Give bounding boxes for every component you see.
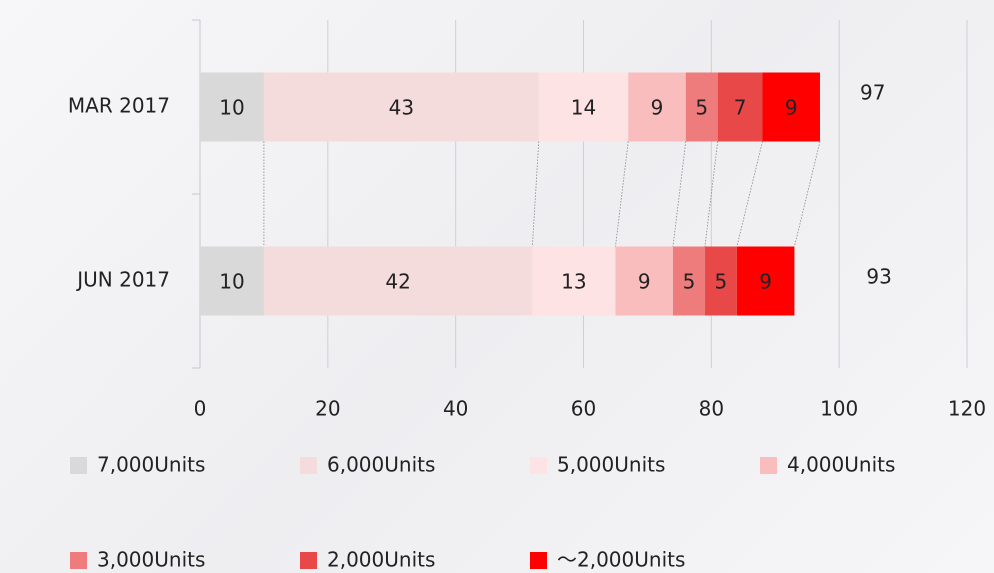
data-label: 9 xyxy=(785,96,798,120)
bar-segment xyxy=(263,246,533,316)
x-tick-label: 100 xyxy=(820,397,858,421)
total-label: 93 xyxy=(866,265,891,289)
bar-segment xyxy=(538,72,629,142)
legend-label: 3,000Units xyxy=(97,548,205,572)
legend-label: 6,000Units xyxy=(327,453,435,477)
data-label: 13 xyxy=(561,270,586,294)
bar-segment xyxy=(532,246,616,316)
legend-swatch xyxy=(70,552,87,569)
legend-label: 4,000Units xyxy=(787,453,895,477)
bar-segment xyxy=(704,246,737,316)
data-label: 10 xyxy=(219,96,244,120)
connector xyxy=(531,141,540,247)
legend-label: 7,000Units xyxy=(97,453,205,477)
connector xyxy=(672,141,687,247)
x-tick-label: 60 xyxy=(571,397,596,421)
legend-label: 5,000Units xyxy=(557,453,665,477)
bar-segment xyxy=(717,72,763,142)
data-label: 10 xyxy=(219,270,244,294)
connector xyxy=(704,141,719,247)
data-label: 7 xyxy=(734,96,747,120)
bar-segment xyxy=(200,246,264,316)
legend-swatch xyxy=(530,552,547,569)
x-tick-label: 80 xyxy=(699,397,724,421)
data-label: 9 xyxy=(651,96,664,120)
x-tick-label: 40 xyxy=(443,397,468,421)
connector xyxy=(794,141,821,247)
legend-label: 2,000Units xyxy=(327,548,435,572)
y-tick-label: MAR 2017 xyxy=(68,94,170,118)
data-label: 42 xyxy=(385,270,410,294)
bar-segment xyxy=(762,72,820,142)
y-tick-label: JUN 2017 xyxy=(75,268,170,292)
bar-segment xyxy=(263,72,539,142)
legend-swatch xyxy=(760,457,777,474)
x-tick-label: 0 xyxy=(194,397,207,421)
data-label: 5 xyxy=(695,96,708,120)
bar-segment xyxy=(200,72,264,142)
bar-segment xyxy=(628,72,686,142)
total-label: 97 xyxy=(860,81,885,105)
legend-swatch xyxy=(300,457,317,474)
data-label: 14 xyxy=(571,96,596,120)
bar-segment xyxy=(672,246,705,316)
data-label: 5 xyxy=(715,270,728,294)
connector xyxy=(736,141,763,247)
legend-swatch xyxy=(300,552,317,569)
connector xyxy=(615,141,629,247)
data-label: 9 xyxy=(759,270,772,294)
x-tick-label: 120 xyxy=(948,397,986,421)
data-label: 9 xyxy=(638,270,651,294)
bar-segment xyxy=(615,246,673,316)
bar-segment xyxy=(736,246,795,316)
data-label: 5 xyxy=(683,270,696,294)
legend-swatch xyxy=(70,457,87,474)
bar-segment xyxy=(685,72,718,142)
legend-swatch xyxy=(530,457,547,474)
data-label: 43 xyxy=(389,96,414,120)
legend-label: ～2,000Units xyxy=(557,548,685,572)
x-tick-label: 20 xyxy=(315,397,340,421)
